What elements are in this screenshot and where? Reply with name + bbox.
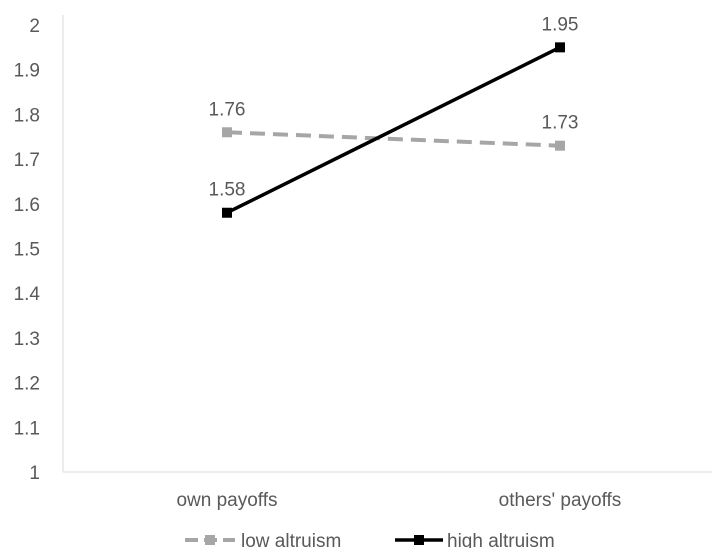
data-label: 1.73 xyxy=(542,113,579,134)
data-point-marker xyxy=(555,42,565,53)
legend-swatch-marker xyxy=(414,535,424,545)
legend: low altruism high altruism xyxy=(185,531,555,552)
y-tick-labels: 1 1.1 1.2 1.3 1.4 1.5 1.6 1.7 1.8 1.9 2 xyxy=(14,16,41,484)
y-tick-label: 1.5 xyxy=(14,240,40,261)
data-labels: 1.76 1.73 1.58 1.95 xyxy=(209,14,579,200)
x-tick-labels: own payoffs others' payoffs xyxy=(176,490,621,511)
y-tick-label: 1.3 xyxy=(14,329,40,350)
y-tick-label: 1 xyxy=(29,463,40,484)
data-point-marker xyxy=(555,140,565,151)
series-line-high-altruism xyxy=(226,45,561,215)
series-lines xyxy=(222,42,565,218)
data-label: 1.76 xyxy=(209,99,246,120)
y-tick-label: 1.7 xyxy=(14,150,40,171)
y-tick-label: 2 xyxy=(29,16,40,37)
y-tick-label: 1.9 xyxy=(14,61,40,82)
y-tick-label: 1.1 xyxy=(14,418,40,439)
y-tick-label: 1.8 xyxy=(14,105,40,126)
y-tick-label: 1.2 xyxy=(14,374,40,395)
x-tick-label: own payoffs xyxy=(176,490,277,511)
data-label: 1.95 xyxy=(542,14,579,35)
series-line-low-altruism xyxy=(226,130,561,148)
data-label: 1.58 xyxy=(209,180,246,201)
axes xyxy=(62,15,712,473)
legend-swatch-marker xyxy=(205,535,215,545)
y-tick-label: 1.4 xyxy=(14,284,41,305)
legend-label: low altruism xyxy=(241,531,341,548)
data-point-marker xyxy=(222,127,232,138)
x-tick-label: others' payoffs xyxy=(499,490,622,511)
y-tick-label: 1.6 xyxy=(14,195,40,216)
data-point-marker xyxy=(222,207,232,218)
legend-label: high altruism xyxy=(447,531,555,548)
